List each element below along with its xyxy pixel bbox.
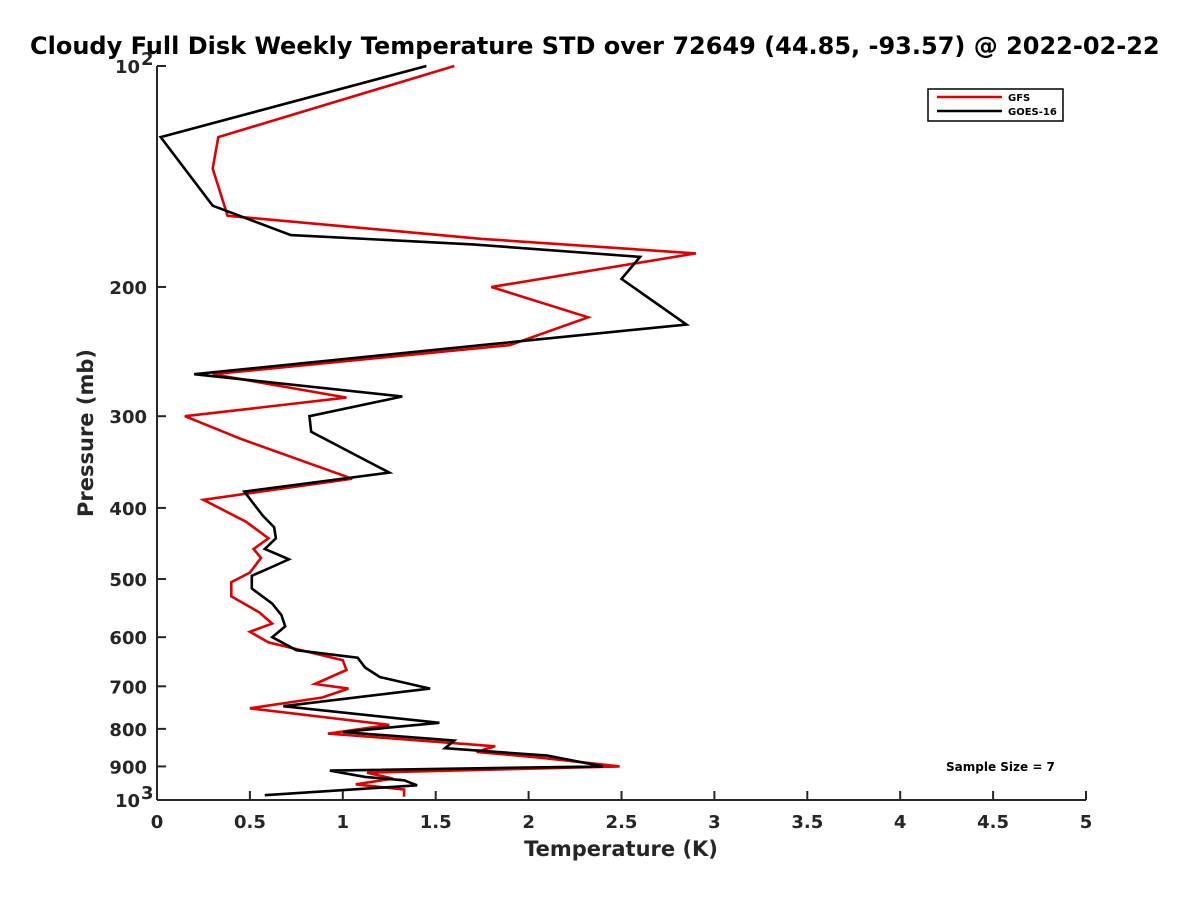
series-layer [158,64,697,797]
x-axis-label: Temperature (K) [524,837,718,861]
x-tick-label: 0 [151,812,164,833]
x-tick-label: 1.5 [420,812,452,833]
y-tick-label: 300 [109,407,147,428]
series-line-goes16 [158,64,691,797]
x-tick-label: 5 [1080,812,1093,833]
legend-label-goes16: GOES-16 [1008,107,1057,118]
axes-layer [156,66,1086,801]
x-tick-label: 0.5 [234,812,266,833]
x-tick-label: 1 [337,812,350,833]
y-tick-label: 700 [109,677,147,698]
legend-label-gfs: GFS [1008,93,1030,104]
y-tick-label: 10 [115,791,140,812]
y-tick-label: 400 [109,499,147,520]
y-tick-exponent: 2 [141,49,154,70]
y-axis-label: Pressure (mb) [74,349,98,517]
x-tick-label: 2.5 [606,812,638,833]
x-tick-label: 3.5 [791,812,823,833]
x-tick-label: 4 [894,812,907,833]
y-tick-exponent: 3 [141,783,154,804]
series-line-gfs [184,64,697,797]
y-tick-label: 600 [109,628,147,649]
sample-size-annotation: Sample Size = 7 [946,760,1055,774]
y-tick-label: 10 [115,57,140,78]
y-tick-label: 200 [109,278,147,299]
y-tick-label: 900 [109,757,147,778]
legend: GFS GOES-16 [927,88,1064,122]
x-ticks: 0 0.5 1 1.5 2 2.5 3 3.5 4 4.5 5 [151,791,1093,833]
y-tick-label: 800 [109,720,147,741]
x-tick-label: 2 [522,812,535,833]
legend-box [927,88,1064,122]
chart-title: Cloudy Full Disk Weekly Temperature STD … [30,32,1160,60]
y-tick-label: 500 [109,570,147,591]
x-tick-label: 3 [708,812,721,833]
x-tick-label: 4.5 [977,812,1009,833]
